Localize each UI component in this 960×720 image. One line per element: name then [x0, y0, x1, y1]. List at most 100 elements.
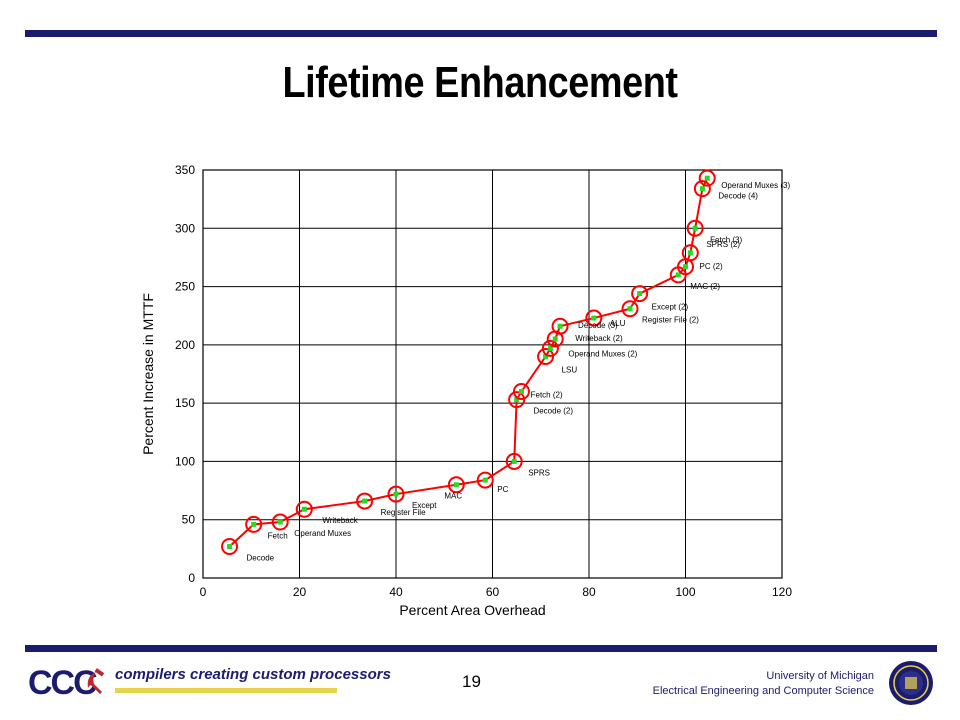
data-point: [518, 388, 524, 394]
data-point: [453, 482, 459, 488]
data-point: [393, 491, 399, 497]
data-point-ring: [508, 391, 526, 409]
data-point-ring: [585, 309, 603, 327]
data-point: [591, 315, 597, 321]
data-point-label: LSU: [562, 366, 578, 375]
x-tick-label: 20: [293, 585, 307, 599]
data-point: [362, 498, 368, 504]
affiliation: University of Michigan Electrical Engine…: [653, 669, 874, 699]
data-point: [699, 186, 705, 192]
x-tick-label: 40: [389, 585, 403, 599]
hammer-sickle-icon: [87, 668, 105, 694]
data-point: [482, 477, 488, 483]
x-axis-label: Percent Area Overhead: [399, 602, 545, 618]
data-point-label: Except: [412, 501, 437, 510]
data-point: [557, 323, 563, 329]
data-point-label: Operand Muxes: [294, 529, 351, 538]
data-point-ring: [505, 452, 523, 470]
data-point: [675, 272, 681, 278]
data-point: [301, 506, 307, 512]
data-point-ring: [693, 180, 711, 198]
data-point: [514, 397, 520, 403]
data-point: [277, 519, 283, 525]
ccc-logo: CCC: [28, 664, 338, 704]
data-point-label: Writeback: [322, 516, 358, 525]
data-point: [227, 544, 233, 550]
x-tick-label: 100: [675, 585, 695, 599]
data-point-label: Decode: [247, 554, 275, 563]
tagline: compilers creating custom processors: [115, 666, 391, 683]
data-point-label: Fetch (3): [710, 235, 742, 244]
data-point-label: MAC: [444, 492, 462, 501]
data-point-ring: [295, 500, 313, 518]
y-axis-label: Percent Increase in MTTF: [140, 293, 156, 455]
y-tick-label: 150: [175, 396, 195, 410]
university-seal-icon: [889, 661, 933, 705]
slide-title: Lifetime Enhancement: [282, 58, 678, 107]
data-point-ring: [698, 169, 716, 187]
y-tick-label: 200: [175, 338, 195, 352]
data-point-label: Operand Muxes (3): [721, 181, 790, 190]
data-point: [552, 336, 558, 342]
y-tick-label: 100: [175, 454, 195, 468]
data-point-label: Fetch (2): [531, 391, 563, 400]
mttf-chart: 0 20 40 60 80 100 120 0 50 100 150 200 250 300 350 Perc…: [140, 163, 792, 618]
data-point-label: Except (2): [652, 303, 689, 312]
data-point-label: SPRS: [528, 468, 550, 477]
top-rule: [25, 30, 937, 37]
data-point-ring: [221, 538, 239, 556]
affiliation-university: University of Michigan: [766, 670, 874, 682]
x-tick-label: 0: [200, 585, 207, 599]
data-point: [687, 250, 693, 256]
data-point-ring: [245, 515, 263, 533]
data-point-label: MAC (2): [690, 282, 720, 291]
data-point-label: Decode (3): [578, 321, 618, 330]
data-point-ring: [447, 476, 465, 494]
data-point-ring: [476, 471, 494, 489]
data-point: [251, 521, 257, 527]
data-point-ring: [271, 513, 289, 531]
data-point-ring: [387, 485, 405, 503]
x-tick-label: 80: [582, 585, 596, 599]
data-point-ring: [356, 492, 374, 510]
data-point-label: PC (2): [700, 262, 723, 271]
page-number: 19: [462, 672, 481, 691]
y-tick-label: 300: [175, 221, 195, 235]
data-point: [547, 345, 553, 351]
data-point-label: Operand Muxes (2): [568, 349, 637, 358]
data-point-ring: [631, 285, 649, 303]
data-point-label: Decode (2): [533, 406, 573, 415]
affiliation-department: Electrical Engineering and Computer Scie…: [652, 685, 874, 697]
y-tick-label: 250: [175, 280, 195, 294]
data-point: [543, 354, 549, 360]
data-point: [511, 458, 517, 464]
x-tick-label: 60: [486, 585, 500, 599]
data-point-ring: [681, 244, 699, 262]
y-tick-label: 350: [175, 163, 195, 177]
data-point-label: Decode (4): [718, 192, 758, 201]
data-point: [692, 225, 698, 231]
data-point-ring: [537, 348, 555, 366]
data-point-label: Register File (2): [642, 316, 699, 325]
data-point: [627, 306, 633, 312]
x-tick-label: 120: [772, 585, 792, 599]
data-point-ring: [541, 339, 559, 357]
data-point-label: Register File: [381, 508, 426, 517]
data-point: [704, 175, 710, 181]
data-point-label: PC: [497, 485, 508, 494]
data-point-ring: [512, 382, 530, 400]
data-point: [683, 264, 688, 270]
tagline-bar: [115, 688, 337, 693]
data-point-label: Fetch: [268, 531, 288, 540]
data-point-ring: [621, 300, 639, 318]
data-point-label: SPRS (2): [706, 240, 740, 249]
bottom-rule: [25, 645, 937, 652]
logo-text: CCC: [28, 664, 98, 702]
data-point-ring: [551, 317, 569, 335]
data-point-label: Writeback (2): [575, 334, 623, 343]
data-point-ring: [686, 219, 704, 237]
y-tick-label: 50: [182, 513, 196, 527]
data-point: [637, 291, 643, 297]
y-tick-label: 0: [188, 571, 195, 585]
data-point-label: ALU: [610, 319, 626, 328]
